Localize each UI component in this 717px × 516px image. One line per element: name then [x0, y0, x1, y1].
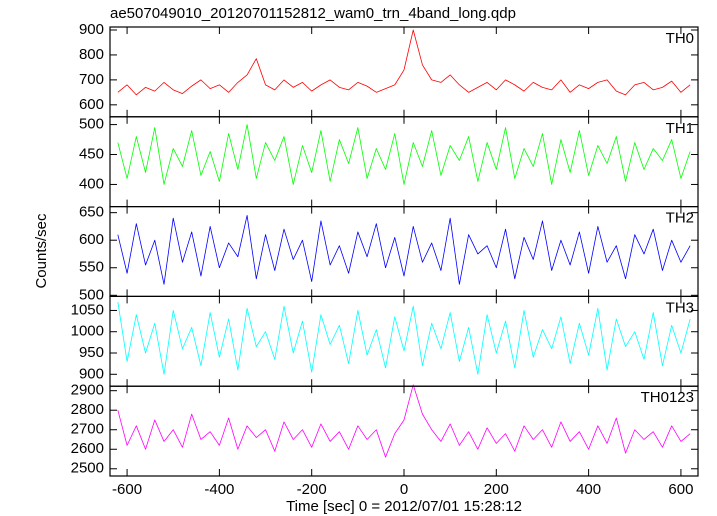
y-tick-label: 550: [79, 259, 104, 276]
x-tick-label: -200: [297, 481, 327, 498]
x-tick-label: 400: [576, 481, 601, 498]
legend-label: TH1: [666, 120, 694, 137]
x-axis-label: Time [sec] 0 = 2012/07/01 15:28:12: [286, 498, 522, 515]
data-line: [117, 384, 691, 458]
legend-label: TH0123: [641, 389, 694, 406]
y-axis-label: Counts/sec: [33, 213, 50, 289]
y-tick-label: 2700: [71, 421, 104, 438]
legend-label: TH3: [666, 299, 694, 316]
y-tick-label: 700: [79, 71, 104, 88]
chart-title: ae507049010_20120701152812_wam0_trn_4ban…: [110, 5, 516, 22]
panel-frame: [109, 26, 699, 118]
y-tick-label: 650: [79, 204, 104, 221]
y-tick-label: 1000: [71, 323, 104, 340]
y-tick-label: 1050: [71, 301, 104, 318]
y-tick-label: 500: [79, 286, 104, 303]
y-tick-label: 600: [79, 231, 104, 248]
y-tick-label: 900: [79, 21, 104, 38]
panel-frame: [109, 206, 699, 298]
y-tick-label: 2500: [71, 460, 104, 477]
x-tick-label: 0: [400, 481, 408, 498]
data-line: [117, 301, 691, 375]
x-tick-label: -400: [204, 481, 234, 498]
legend-label: TH2: [666, 210, 694, 227]
x-tick-label: 200: [484, 481, 509, 498]
y-tick-label: 800: [79, 46, 104, 63]
data-line: [117, 29, 691, 96]
y-tick-label: 450: [79, 145, 104, 162]
y-tick-label: 2900: [71, 382, 104, 399]
y-tick-label: 400: [79, 175, 104, 192]
y-tick-label: 2800: [71, 401, 104, 418]
legend-label: TH0: [666, 30, 694, 47]
y-tick-label: 950: [79, 344, 104, 361]
y-tick-label: 2600: [71, 440, 104, 457]
x-tick-label: 600: [668, 481, 693, 498]
data-line: [117, 124, 691, 185]
x-tick-label: -600: [112, 481, 142, 498]
data-line: [117, 215, 691, 285]
y-tick-label: 900: [79, 365, 104, 382]
panel-frame: [109, 295, 699, 387]
y-tick-label: 600: [79, 96, 104, 113]
y-tick-label: 500: [79, 116, 104, 133]
